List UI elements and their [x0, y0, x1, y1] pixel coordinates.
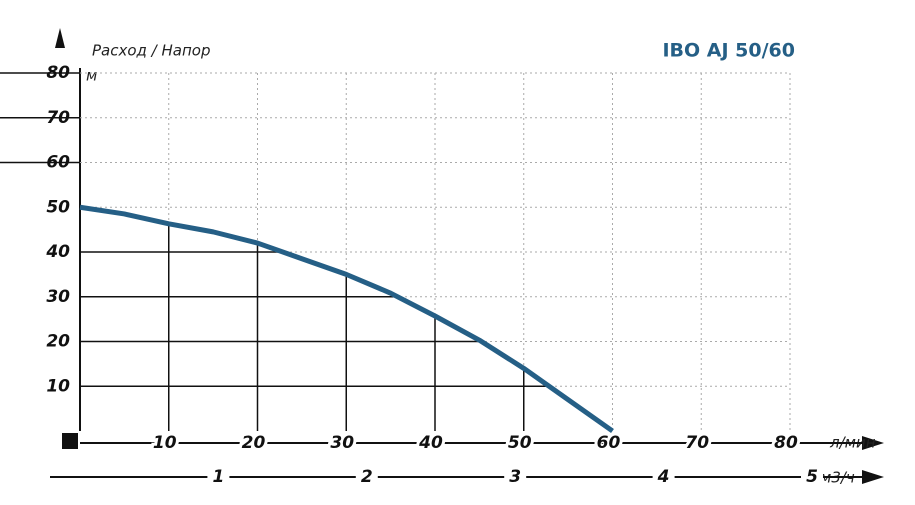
x-tick-label: 50 — [508, 433, 532, 453]
x2-tick-label: 3 — [509, 467, 521, 487]
x-tick-label: 10 — [153, 433, 177, 453]
y-arrow — [55, 28, 65, 48]
x2-tick-label: 1 — [212, 467, 224, 487]
x2-tick-label: 5 — [806, 467, 818, 487]
x-tick-label: 70 — [685, 433, 709, 453]
y-tick-label: 10 — [46, 376, 70, 396]
x-arrow — [862, 436, 884, 450]
y-tick-label: 20 — [46, 332, 70, 352]
y-tick-label: 40 — [45, 242, 70, 262]
y-axis-label: Расход / Напор — [92, 42, 210, 60]
chart-title: IBO AJ 50/60 — [662, 40, 795, 62]
x2-tick-label: 2 — [361, 467, 373, 487]
x-tick-label: 80 — [774, 433, 798, 453]
y-unit: м — [86, 67, 97, 85]
x-tick-label: 60 — [597, 433, 621, 453]
x2-tick-label: 4 — [657, 467, 670, 487]
y-tick-label: 30 — [46, 287, 70, 307]
x2-arrow — [862, 470, 884, 484]
x-tick-label: 40 — [418, 433, 443, 453]
curve — [79, 204, 614, 434]
x-tick-label: 30 — [330, 433, 354, 453]
y-tick-label: 50 — [46, 197, 70, 217]
origin-square — [62, 433, 78, 449]
x-tick-label: 20 — [242, 433, 266, 453]
